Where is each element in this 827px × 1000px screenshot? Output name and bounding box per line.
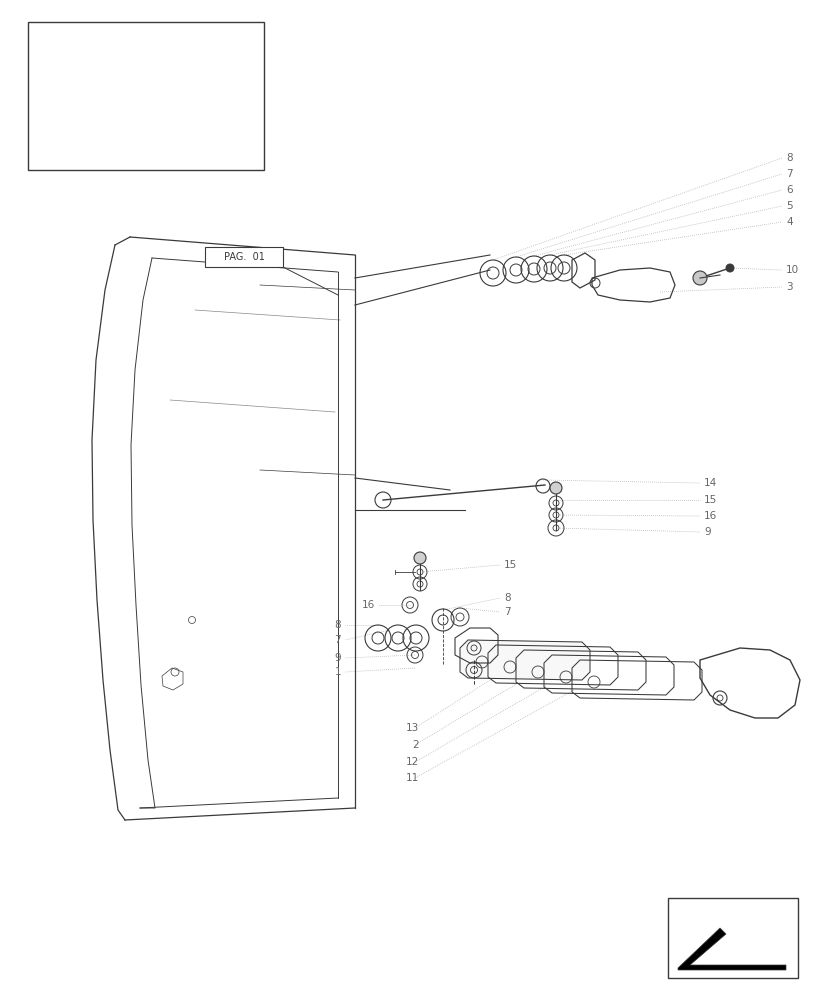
Text: 2: 2 [412,740,418,750]
Bar [28,22,264,170]
Text: 9: 9 [334,653,341,663]
Text: 9: 9 [703,527,710,537]
Text: 16: 16 [361,600,375,610]
Text: 11: 11 [405,773,418,783]
Circle shape [692,271,706,285]
Text: 3: 3 [785,282,791,292]
Text: 8: 8 [785,153,791,163]
Bar [205,247,283,267]
Text: 7: 7 [504,607,510,617]
Text: 15: 15 [703,495,716,505]
Text: 6: 6 [785,185,791,195]
Text: 4: 4 [785,217,791,227]
Text: 14: 14 [703,478,716,488]
Circle shape [725,264,733,272]
Text: 1: 1 [334,667,341,677]
Text: 5: 5 [785,201,791,211]
Polygon shape [460,640,590,680]
Text: 8: 8 [504,593,510,603]
Text: 8: 8 [334,620,341,630]
Bar [667,898,797,978]
Text: 7: 7 [334,635,341,645]
Circle shape [165,43,171,49]
Text: 12: 12 [405,757,418,767]
Polygon shape [677,928,785,970]
Text: 7: 7 [785,169,791,179]
Text: 16: 16 [703,511,716,521]
Text: 15: 15 [504,560,517,570]
Text: 10: 10 [785,265,798,275]
Text: PAG.  01: PAG. 01 [223,252,264,262]
Polygon shape [108,75,140,139]
Circle shape [549,482,562,494]
Text: 13: 13 [405,723,418,733]
Circle shape [414,552,425,564]
